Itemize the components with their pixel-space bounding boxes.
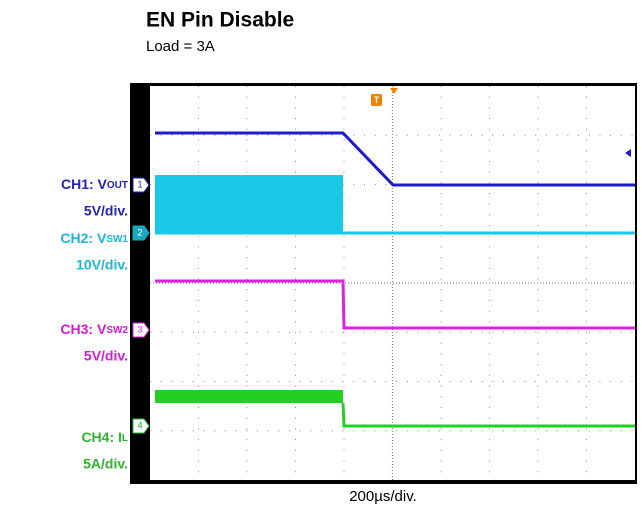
- ch2-marker: [132, 225, 150, 241]
- ch1-marker-label: 1: [137, 179, 142, 189]
- ch3-trace: [155, 279, 635, 330]
- ch4-scale: 5A/div.: [83, 456, 128, 472]
- ch1-label: CH1: VOUT: [61, 176, 128, 192]
- ch1-trace: [155, 131, 635, 187]
- ch2-scale: 10V/div.: [76, 257, 128, 273]
- title: EN Pin Disable: [146, 9, 294, 32]
- ch1-scale: 5V/div.: [84, 203, 128, 219]
- ch4-trace: [341, 402, 635, 428]
- trigger-position: [390, 88, 398, 94]
- ch3-scale: 5V/div.: [84, 348, 128, 364]
- ch3-label: CH3: VSW2: [60, 321, 128, 337]
- trigger-level: [625, 149, 631, 157]
- ch3-marker: [132, 322, 150, 338]
- ch1-marker: [132, 177, 150, 193]
- ch3-marker-label: 3: [137, 324, 142, 334]
- ch4-label: CH4: IL: [81, 429, 128, 445]
- ch4-ripple: [155, 390, 343, 403]
- ch2-switching: [155, 175, 343, 233]
- timebase: 200µs/div.: [349, 488, 417, 505]
- channel-markers: 1 2 3 4: [132, 177, 150, 434]
- trigger-marker-label: T: [374, 95, 380, 105]
- subtitle: Load = 3A: [146, 38, 215, 55]
- trigger-marker: [371, 94, 382, 106]
- scope-screen: [150, 86, 635, 480]
- ch4-marker-label: 4: [137, 420, 142, 430]
- ch4-marker: [132, 418, 150, 434]
- ch2-label: CH2: VSW1: [60, 230, 128, 246]
- ch2-marker-label: 2: [137, 227, 142, 237]
